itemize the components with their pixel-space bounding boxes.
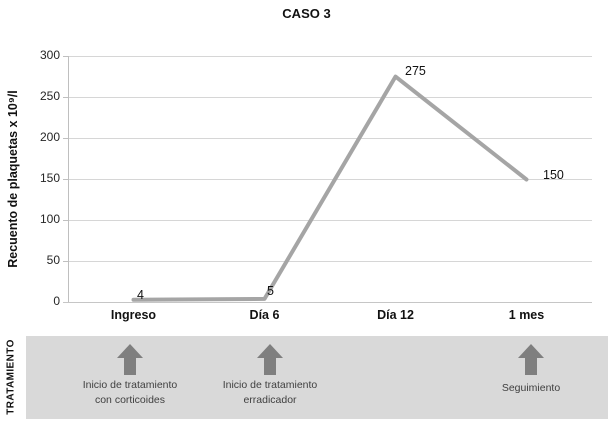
y-tick-label: 50 — [46, 253, 60, 267]
y-tick-label: 200 — [39, 130, 60, 144]
y-tick-label: 150 — [39, 171, 60, 185]
up-arrow-icon — [518, 344, 544, 375]
annotation-line: con corticoides — [94, 394, 166, 406]
gridline — [68, 138, 592, 139]
gridline — [68, 97, 592, 98]
data-label: 5 — [267, 284, 274, 298]
annotation-line: Inicio de tratamiento — [82, 379, 178, 391]
up-arrow-icon — [117, 344, 143, 375]
treatment-band — [26, 336, 608, 419]
annotation-corticoides: Inicio de tratamiento con corticoides — [45, 378, 215, 408]
y-tick-label: 0 — [53, 294, 60, 308]
x-tick-label: Ingreso — [110, 308, 157, 322]
x-tick-label: Día 12 — [377, 308, 414, 322]
y-tick-label: 100 — [39, 212, 60, 226]
annotation-seguimiento: Seguimiento — [446, 381, 613, 396]
annotation-erradicador: Inicio de tratamiento erradicador — [185, 378, 355, 408]
gridline — [68, 220, 592, 221]
y-axis-title: Recuento de plaquetas x 10⁹/l — [6, 90, 20, 268]
y-axis-line — [68, 56, 69, 303]
y-axis-tick — [63, 261, 68, 262]
y-axis-tick — [63, 97, 68, 98]
series-polyline — [131, 74, 529, 302]
gridline — [68, 56, 592, 57]
y-tick-label: 250 — [39, 89, 60, 103]
annotation-line: erradicador — [243, 394, 297, 406]
annotation-line: Seguimiento — [501, 382, 561, 394]
data-label: 275 — [405, 64, 426, 78]
up-arrow-icon — [257, 344, 283, 375]
gridline — [68, 261, 592, 262]
y-tick-label: 300 — [39, 48, 60, 62]
y-axis-tick — [63, 179, 68, 180]
line-series — [131, 74, 529, 302]
x-axis-line — [63, 302, 592, 303]
y-axis-tick — [63, 138, 68, 139]
y-axis-tick — [63, 220, 68, 221]
treatment-band-title: TRATAMIENTO — [5, 339, 17, 415]
y-axis-tick — [63, 56, 68, 57]
chart-title: CASO 3 — [282, 6, 331, 21]
annotation-line: Inicio de tratamiento — [222, 379, 318, 391]
gridline — [68, 179, 592, 180]
data-label: 150 — [543, 168, 564, 182]
x-tick-label: Día 6 — [249, 308, 280, 322]
x-tick-label: 1 mes — [508, 308, 545, 322]
data-label: 4 — [137, 288, 144, 302]
